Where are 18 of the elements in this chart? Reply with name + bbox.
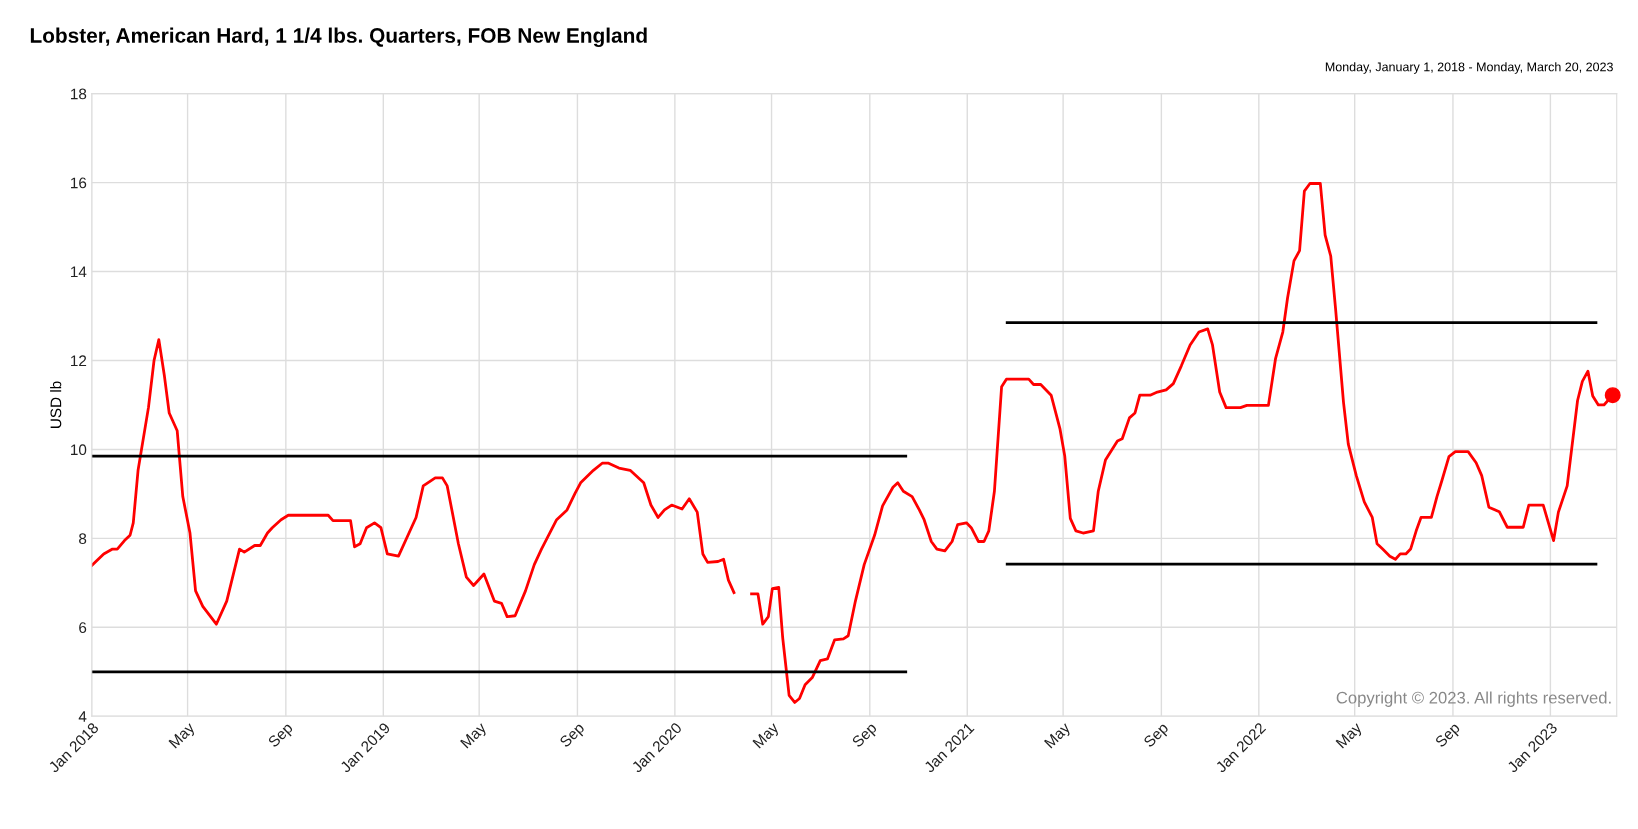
- y-tick-label: 14: [71, 266, 87, 278]
- x-tick-label: Sep: [1142, 721, 1171, 750]
- chart-subtitle: Monday, January 1, 2018 - Monday, March 20, 2023: [1325, 62, 1613, 74]
- x-tick-label: Sep: [851, 721, 880, 750]
- y-tick-label: 6: [79, 622, 87, 633]
- x-tick-label: Sep: [267, 721, 296, 750]
- y-tick-label: 8: [79, 533, 87, 545]
- chart-title: Lobster, American Hard, 1 1/4 lbs. Quarters, FOB New England: [30, 27, 647, 48]
- y-tick-label: 10: [71, 444, 87, 456]
- annotation: Copyright © 2023. All rights reserved.: [1336, 691, 1611, 707]
- y-tick-label: 18: [71, 88, 87, 100]
- x-tick-label: Sep: [558, 721, 588, 750]
- x-tick-label: Sep: [1434, 721, 1463, 750]
- y-tick-label: 16: [71, 177, 87, 189]
- y-tick-label: 4: [78, 711, 87, 722]
- x-tick-label: May: [1335, 721, 1365, 751]
- y-tick-label: 12: [71, 355, 87, 367]
- y-axis-title: USD lb: [50, 381, 62, 428]
